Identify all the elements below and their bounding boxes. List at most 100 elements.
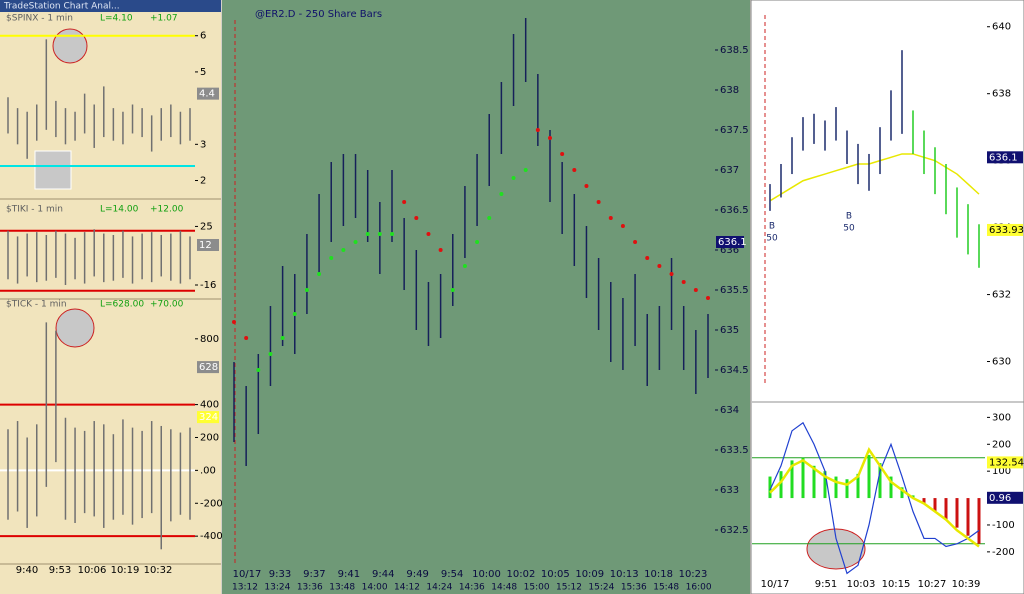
stop-dot xyxy=(353,240,358,244)
x-tick-label: 13:12 xyxy=(232,583,258,593)
change-value: +12.00 xyxy=(150,205,184,215)
last-value: L=14.00 xyxy=(100,205,139,215)
stop-dot xyxy=(438,248,443,252)
stop-dot xyxy=(329,256,334,260)
stop-dot xyxy=(280,336,285,340)
x-tick-label: 10:32 xyxy=(144,565,173,576)
stop-dot xyxy=(620,224,625,228)
y-tick-label: 635.5 xyxy=(720,285,749,296)
stop-dot xyxy=(341,248,346,252)
stop-dot xyxy=(669,272,674,276)
x-tick-label: 14:00 xyxy=(362,583,388,593)
x-tick-label: 13:48 xyxy=(329,583,355,593)
y-tick-label: 636.5 xyxy=(720,205,749,216)
x-tick-label: 9:37 xyxy=(303,569,325,580)
y-tick-label: 632.5 xyxy=(720,525,749,536)
annotation: CB xyxy=(869,100,881,110)
stop-dot xyxy=(706,296,710,300)
y-tick-label: -400 xyxy=(200,531,223,542)
x-tick-label: 9:51 xyxy=(815,579,837,590)
stop-dot xyxy=(584,184,589,188)
y-tick-label: -200 xyxy=(200,498,223,509)
y-tick-label: 636 xyxy=(720,245,739,256)
stop-dot xyxy=(450,288,455,292)
stop-dot xyxy=(645,256,650,260)
y-tick-label: 25 xyxy=(200,221,213,232)
x-tick-label: 10/17 xyxy=(233,569,262,580)
value-box xyxy=(197,87,219,100)
stop-dot xyxy=(390,232,394,236)
value-box xyxy=(987,491,1023,504)
y-tick-label: -200 xyxy=(992,547,1015,558)
y-tick-label: 5 xyxy=(200,67,206,78)
highlight-box xyxy=(34,150,72,190)
stop-dot xyxy=(232,320,236,324)
y-tick-label: 637 xyxy=(720,165,739,176)
y-tick-label: 635 xyxy=(720,325,739,336)
stop-dot xyxy=(256,368,261,372)
x-tick-label: 10:23 xyxy=(679,569,708,580)
panel-name: $TIKI - 1 min xyxy=(6,205,63,215)
stop-dot xyxy=(292,312,297,316)
value-box xyxy=(987,456,1023,469)
annotation: 50 xyxy=(843,224,855,234)
y-tick-label: 638.5 xyxy=(720,45,749,56)
annotation: HB xyxy=(852,43,865,53)
x-tick-label: 10:18 xyxy=(644,569,673,580)
stop-dot xyxy=(681,280,686,284)
main-title: @ER2.D - 250 Share Bars xyxy=(255,9,382,20)
stop-dot xyxy=(426,232,431,236)
x-tick-label: 14:12 xyxy=(394,583,420,593)
annotation: B xyxy=(846,212,852,222)
y-tick-label: 640 xyxy=(992,22,1011,33)
annotation: CB xyxy=(809,90,821,100)
stop-dot xyxy=(499,192,504,196)
value-box-label: 636.1 xyxy=(989,152,1018,163)
stop-dot xyxy=(657,264,662,268)
main-chart-bg xyxy=(222,0,750,594)
y-tick-label: 400 xyxy=(200,400,219,411)
value-box xyxy=(987,151,1023,164)
oscillator-line xyxy=(769,421,980,575)
x-tick-label: 9:40 xyxy=(16,565,38,576)
value-box xyxy=(197,411,219,424)
x-tick-label: 10:02 xyxy=(507,569,536,580)
annotation: 0 xyxy=(872,88,878,98)
x-tick-label: 10/17 xyxy=(761,579,790,590)
highlight-circle xyxy=(52,28,88,64)
x-tick-label: 14:36 xyxy=(459,583,485,593)
x-tick-label: 10:27 xyxy=(918,579,947,590)
y-tick-label: 2 xyxy=(200,176,206,187)
value-box-label: 0.96 xyxy=(989,493,1011,504)
stop-dot xyxy=(572,168,577,172)
y-tick-label: 637.5 xyxy=(720,125,749,136)
x-tick-label: 15:24 xyxy=(588,583,614,593)
y-tick-label: 200 xyxy=(992,439,1011,450)
stop-dot xyxy=(560,152,565,156)
y-tick-label: 634 xyxy=(720,405,739,416)
x-tick-label: 10:09 xyxy=(575,569,604,580)
value-box xyxy=(987,223,1023,236)
x-tick-label: 9:41 xyxy=(338,569,360,580)
value-box-label: 12 xyxy=(199,240,212,251)
x-tick-label: 9:49 xyxy=(406,569,428,580)
stop-dot xyxy=(596,200,601,204)
window-title: TradeStation Chart Anal... xyxy=(3,2,120,12)
x-tick-label: 15:12 xyxy=(556,583,582,593)
x-tick-label: 14:48 xyxy=(491,583,517,593)
stop-dot xyxy=(608,216,613,220)
annotation: 25 xyxy=(791,81,802,91)
y-tick-label: 634.5 xyxy=(720,365,749,376)
stop-dot xyxy=(304,288,309,292)
value-box-label: 628 xyxy=(199,362,218,373)
stop-dot xyxy=(487,216,492,220)
value-box xyxy=(197,361,219,374)
value-box-label: 324 xyxy=(199,412,218,423)
value-box-label: 132.54 xyxy=(989,457,1024,468)
x-tick-label: 10:03 xyxy=(847,579,876,590)
y-tick-label: -100 xyxy=(992,520,1015,531)
title-bar[interactable] xyxy=(0,0,221,12)
annotation: B xyxy=(769,222,775,232)
annotation: 0 xyxy=(812,78,818,88)
x-tick-label: 10:00 xyxy=(472,569,501,580)
